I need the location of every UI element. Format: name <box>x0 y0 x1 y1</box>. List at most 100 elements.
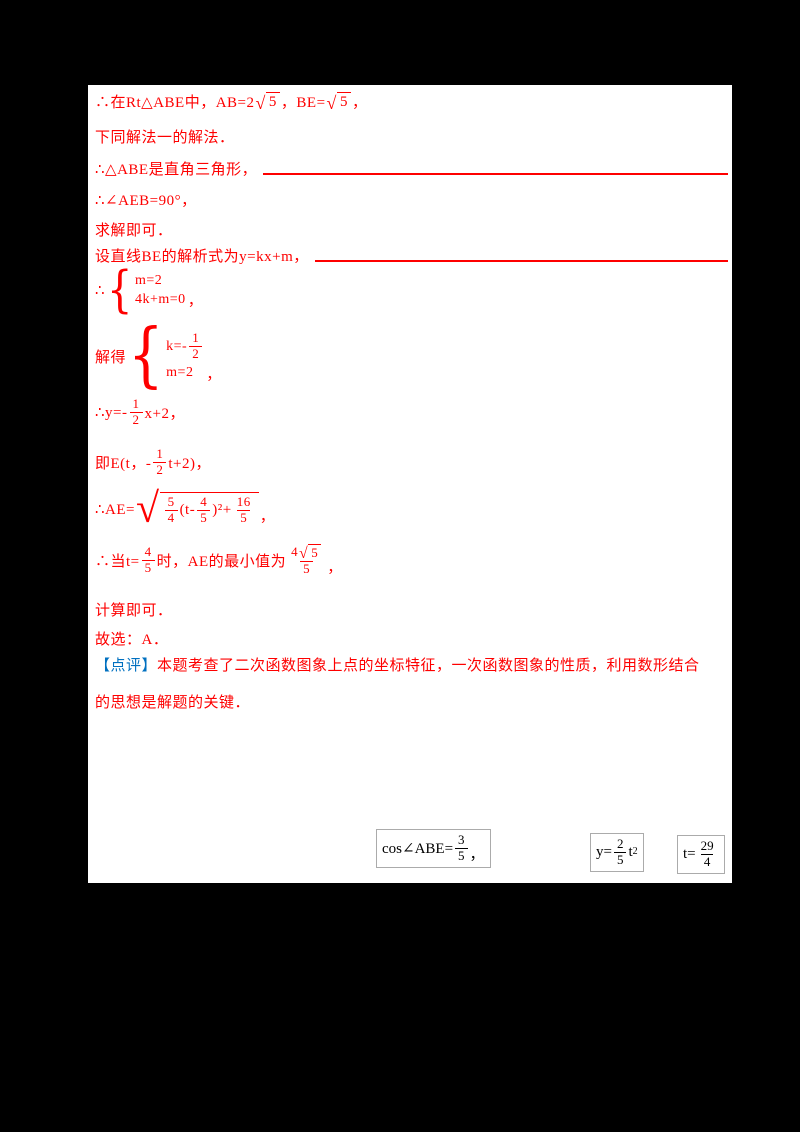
solution-line-2: 下同解法一的解法． <box>95 126 728 147</box>
fraction: 3 5 <box>455 832 468 864</box>
numerator: 5 <box>167 493 175 509</box>
radicand: 5 <box>336 92 351 111</box>
sqrt-radical: √ 5 <box>326 92 351 113</box>
fraction: 4 5 <box>197 493 211 526</box>
system-equation: k=- 1 2 <box>166 330 204 362</box>
denominator: 5 <box>237 509 251 526</box>
radical-sign-icon: √ <box>136 486 160 532</box>
fraction: 2 5 <box>613 836 627 868</box>
text-run: 计算即可． <box>95 603 173 619</box>
text-run: ∴AE= <box>95 501 135 518</box>
text-run: cos∠ABE= <box>382 840 454 857</box>
numerator: 4 √ 5 <box>288 544 325 561</box>
radical-sign-icon: √ <box>326 92 337 113</box>
solution-line-6: 设直线BE的解析式为y=kx+m， <box>95 245 728 266</box>
solution-line-12: ∴当t= 4 5 时，AE的最小值为 4 √ 5 5 ， <box>95 544 728 577</box>
denominator: 2 <box>189 346 203 362</box>
text-run: t <box>628 843 633 860</box>
text-run: y= <box>596 843 612 860</box>
fraction: 4 √ 5 5 <box>288 544 325 577</box>
fraction: 1 2 <box>189 330 203 362</box>
equation-system: { m=2 4k+m=0 <box>107 265 186 315</box>
text-run: ， <box>206 367 222 383</box>
fraction: 5 4 <box>164 493 178 526</box>
text-run: ， <box>327 559 343 576</box>
solution-line-7: ∴ { m=2 4k+m=0 ， <box>95 265 728 315</box>
comment-label: 【点评】 <box>95 658 158 674</box>
text-run: ， <box>351 95 368 111</box>
comment-line-2: 的思想是解题的关键． <box>95 691 728 712</box>
numerator: 1 <box>132 396 140 411</box>
denominator: 4 <box>164 509 178 526</box>
radical-sign-icon: √ <box>299 544 309 562</box>
numerator: 29 <box>700 838 714 853</box>
text-run: 的思想是解题的关键． <box>95 695 251 711</box>
numerator: 1 <box>156 446 164 461</box>
text-run: ∴当t= <box>95 553 140 570</box>
brace-icon: { <box>107 261 133 319</box>
radicand: 5 <box>308 544 322 561</box>
text-run: ∴在Rt△ABE中，AB=2 <box>95 95 255 111</box>
numerator: 4 <box>200 493 208 509</box>
denominator: 2 <box>129 411 143 428</box>
solution-line-3: ∴△ABE是直角三角形， <box>95 158 728 179</box>
radicand: 5 <box>265 92 280 111</box>
text-run: ∴y=- <box>95 404 128 421</box>
solution-line-1: ∴在Rt△ABE中，AB=2 √ 5 ，BE= √ 5 ， <box>95 91 728 112</box>
fraction: 1 2 <box>153 446 167 478</box>
text-run: 时，AE的最小值为 <box>156 553 287 570</box>
radical-sign-icon: √ <box>255 92 266 113</box>
text-run: )²+ <box>212 501 232 518</box>
system-equations: m=2 4k+m=0 <box>135 273 186 308</box>
text-run: k=- <box>166 338 188 354</box>
sqrt-radical: √ 5 <box>299 544 322 562</box>
text-run: 下同解法一的解法． <box>95 130 235 146</box>
text-run: 4 <box>291 544 299 559</box>
equation-box-t: t= 29 4 <box>677 835 725 874</box>
solution-line-5: 求解即可． <box>95 219 728 240</box>
text-run: 故选：A． <box>95 632 169 648</box>
text-run: 求解即可． <box>95 223 173 239</box>
exponent: 2 <box>632 846 638 858</box>
solution-line-8: 解得 { k=- 1 2 m=2 ， <box>95 320 728 390</box>
text-run: 设直线BE的解析式为y=kx+m， <box>95 249 309 265</box>
denominator: 5 <box>455 847 468 864</box>
denominator: 2 <box>153 461 167 478</box>
fraction: 4 5 <box>141 544 155 576</box>
answer-line: 故选：A． <box>95 628 728 649</box>
numerator: 2 <box>616 836 624 851</box>
text-run: t= <box>683 845 696 862</box>
text-run: 解得 <box>95 349 127 366</box>
fraction: 1 2 <box>129 396 143 428</box>
numerator: 16 <box>236 493 251 509</box>
sqrt-radical: √ 5 4 (t- 4 5 )²+ 16 5 <box>136 486 259 532</box>
comment-line-1: 【点评】 本题考查了二次函数图象上点的坐标特征，一次函数图象的性质，利用数形结合 <box>95 654 728 675</box>
radicand: 5 4 (t- 4 5 )²+ 16 5 <box>159 492 259 526</box>
denominator: 5 <box>141 559 155 576</box>
text-run: ， <box>187 293 204 309</box>
solution-line-4: ∴∠AEB=90°， <box>95 189 728 210</box>
solution-line-10: 即E(t，- 1 2 t+2)， <box>95 446 728 478</box>
denominator: 5 <box>197 509 211 526</box>
brace-icon: { <box>128 314 165 396</box>
text-run: ∴△ABE是直角三角形， <box>95 162 258 178</box>
denominator: 4 <box>700 853 714 870</box>
solution-line-9: ∴y=- 1 2 x+2， <box>95 396 728 428</box>
numerator: 4 <box>144 544 152 559</box>
solution-line-11: ∴AE= √ 5 4 (t- 4 5 )²+ 16 5 ， <box>95 486 728 532</box>
system-equation: m=2 <box>135 272 163 288</box>
system-equation: m=2 <box>166 364 194 380</box>
red-underline <box>314 259 728 262</box>
text-run: 即E(t，- <box>95 455 152 472</box>
text-run: ， <box>469 846 485 863</box>
system-equations: k=- 1 2 m=2 <box>166 330 204 381</box>
equation-system: { k=- 1 2 m=2 <box>128 320 204 390</box>
equation-box-cos: cos∠ABE= 3 5 ， <box>376 829 491 868</box>
numerator: 3 <box>458 832 465 847</box>
red-underline <box>263 172 728 175</box>
denominator: 5 <box>613 851 627 868</box>
sqrt-radical: √ 5 <box>255 92 280 113</box>
text-run: ， <box>259 509 276 526</box>
text-run: ∴∠AEB=90°， <box>95 193 197 209</box>
